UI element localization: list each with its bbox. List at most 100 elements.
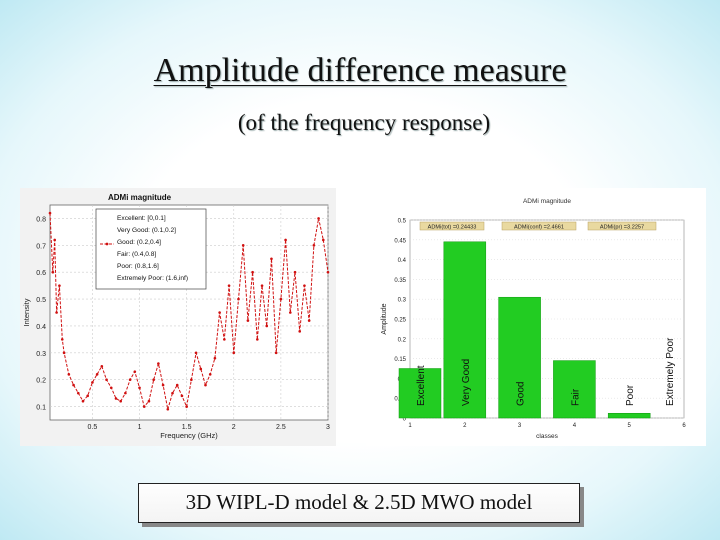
data-point bbox=[284, 238, 287, 242]
data-point bbox=[53, 238, 57, 242]
data-point bbox=[208, 373, 212, 376]
data-point bbox=[175, 383, 179, 387]
data-point bbox=[213, 356, 217, 360]
legend-entry: Excellent: [0,0.1] bbox=[117, 215, 166, 222]
data-point bbox=[105, 378, 108, 381]
bar-category-label: Poor bbox=[625, 384, 636, 406]
slide-subtitle: (of the frequency response) bbox=[237, 110, 491, 135]
x-tick-label: 3 bbox=[518, 423, 522, 429]
annotation-box bbox=[587, 221, 657, 231]
bar bbox=[398, 368, 442, 419]
x-tick-label: 1 bbox=[138, 424, 142, 431]
data-point bbox=[293, 270, 297, 274]
data-point bbox=[237, 297, 240, 301]
data-point bbox=[223, 338, 226, 341]
legend: Excellent: [0,0.1] Very Good: (0.1,0.2] Go… bbox=[95, 208, 207, 290]
data-point bbox=[100, 364, 104, 368]
line-chart: 0.1 0.2 0.3 0.4 0.5 0.6 0.7 0.8 0.5 1 1.5 2 2.5 3 Freq… bbox=[22, 193, 330, 440]
data-point bbox=[251, 270, 254, 274]
data-point bbox=[289, 311, 292, 314]
data-point bbox=[180, 394, 184, 398]
legend-entry: Very Good: (0.1,0.2] bbox=[117, 227, 176, 234]
bar-category-label: Extremely Poor bbox=[665, 337, 676, 406]
caption-box: 3D WIPL-D model & 2.5D MWO model bbox=[138, 483, 580, 523]
y-tick-label: 0.6 bbox=[36, 270, 46, 277]
data-point bbox=[317, 217, 320, 220]
legend-entry: Poor: (0.8,1.6] bbox=[117, 263, 159, 270]
data-point bbox=[72, 383, 75, 387]
y-axis-label: Amplitude bbox=[381, 303, 388, 334]
x-tick-label: 6 bbox=[682, 423, 686, 429]
data-point bbox=[95, 373, 99, 376]
data-point bbox=[298, 330, 302, 333]
data-point bbox=[81, 399, 85, 403]
x-tick-label: 4 bbox=[573, 423, 577, 429]
x-tick-label: 1.5 bbox=[182, 424, 192, 431]
data-point bbox=[58, 284, 61, 287]
data-point bbox=[76, 391, 80, 395]
data-point bbox=[274, 351, 278, 355]
x-axis-label: Frequency (GHz) bbox=[160, 431, 218, 440]
chart-title: ADMi magnitude bbox=[108, 193, 172, 202]
data-point bbox=[227, 284, 231, 287]
data-point bbox=[232, 351, 236, 355]
data-point bbox=[114, 397, 118, 400]
legend-marker bbox=[105, 242, 109, 246]
data-point bbox=[312, 244, 316, 247]
legend-box bbox=[95, 208, 207, 290]
x-tick-label: 2 bbox=[232, 424, 236, 431]
legend-entry: Good: (0.2,0.4] bbox=[117, 239, 161, 246]
x-tick-label: 3 bbox=[326, 424, 330, 431]
data-point bbox=[142, 405, 146, 408]
data-point bbox=[109, 386, 113, 390]
caption-text: 3D WIPL-D model & 2.5D MWO model bbox=[185, 490, 533, 514]
data-point bbox=[161, 383, 165, 387]
data-point bbox=[218, 311, 221, 314]
data-point bbox=[166, 407, 170, 411]
bar bbox=[443, 241, 487, 419]
data-point bbox=[246, 319, 250, 322]
line-chart-panel: 0.1 0.2 0.3 0.4 0.5 0.6 0.7 0.8 0.5 1 1.5 2 2.5 3 Freq… bbox=[20, 188, 336, 446]
y-tick-label: 0.15 bbox=[394, 357, 406, 363]
data-point bbox=[185, 405, 188, 408]
data-point bbox=[48, 211, 52, 215]
data-point bbox=[204, 383, 207, 387]
data-point bbox=[60, 338, 64, 341]
y-tick-label: 0.35 bbox=[394, 278, 406, 284]
data-point bbox=[265, 324, 269, 328]
annotation-text: ADMi(tot) =0.24433 bbox=[428, 225, 477, 231]
data-point bbox=[86, 394, 89, 398]
annotation-text: ADMi(pr) =3.2257 bbox=[600, 225, 644, 231]
data-point bbox=[133, 370, 137, 373]
data-point bbox=[256, 338, 259, 341]
y-tick-label: 0.5 bbox=[36, 297, 46, 304]
data-point bbox=[241, 244, 245, 247]
data-point bbox=[55, 311, 58, 314]
data-point bbox=[279, 297, 283, 301]
data-point bbox=[326, 270, 330, 274]
data-point bbox=[171, 391, 174, 395]
data-point bbox=[128, 378, 132, 381]
data-point bbox=[307, 319, 311, 322]
annotation-text: ADMi(conf) =2.4661 bbox=[514, 225, 564, 231]
y-tick-label: 0.25 bbox=[394, 318, 406, 324]
bar-chart-panel: ADMi magnitude00.050.10.150.20.250.30.35… bbox=[366, 188, 706, 446]
data-point bbox=[152, 378, 155, 381]
bar-category-label: Excellent bbox=[416, 365, 427, 406]
x-axis-label: classes bbox=[536, 433, 558, 440]
y-tick-label: 0.3 bbox=[398, 298, 407, 304]
data-point bbox=[157, 362, 160, 365]
data-point bbox=[91, 381, 94, 384]
x-tick-label: 0.5 bbox=[88, 424, 98, 431]
data-point bbox=[270, 257, 273, 261]
annotation-box bbox=[501, 221, 577, 231]
legend-entry: Extremely Poor: (1.6,inf) bbox=[117, 275, 188, 282]
y-tick-label: 0.5 bbox=[398, 219, 407, 225]
data-point bbox=[194, 351, 198, 355]
bar-category-label: Good bbox=[516, 382, 527, 406]
bar bbox=[607, 412, 651, 419]
data-point bbox=[124, 391, 127, 395]
bar bbox=[498, 296, 541, 419]
bar-category-label: Fair bbox=[570, 388, 581, 406]
bar-chart: ADMi magnitude00.050.10.150.20.250.30.35… bbox=[381, 198, 686, 440]
